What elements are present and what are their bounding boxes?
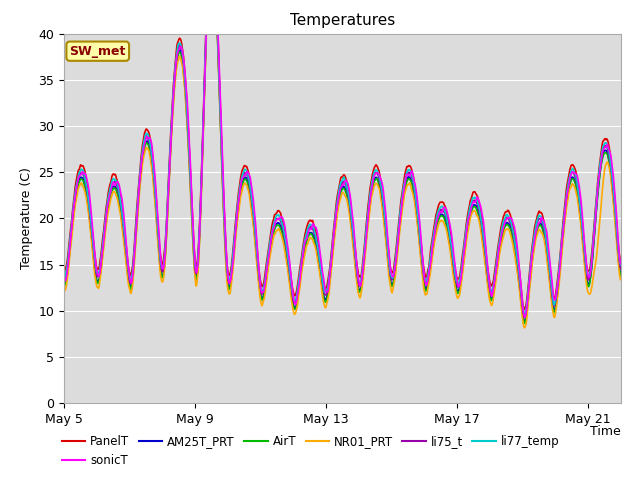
- AirT: [173, 60, 180, 65]
- li75_t: [60, 277, 68, 283]
- AM25T_PRT: [521, 319, 529, 324]
- AirT: [521, 320, 529, 326]
- AirT: [499, 229, 507, 235]
- AM25T_PRT: [173, 57, 180, 63]
- li75_t: [367, 192, 374, 198]
- li77_temp: [617, 262, 625, 268]
- AirT: [617, 273, 625, 278]
- AirT: [180, 75, 188, 81]
- Text: Time: Time: [590, 425, 621, 438]
- PanelT: [228, 262, 236, 268]
- PanelT: [104, 193, 111, 199]
- li77_temp: [228, 267, 236, 273]
- li77_temp: [499, 220, 507, 226]
- AirT: [203, 31, 211, 36]
- AirT: [60, 283, 68, 289]
- NR01_PRT: [521, 325, 529, 331]
- li77_temp: [173, 50, 180, 56]
- NR01_PRT: [617, 277, 625, 283]
- Text: SW_met: SW_met: [70, 45, 126, 58]
- li75_t: [228, 270, 236, 276]
- li77_temp: [104, 198, 111, 204]
- AirT: [367, 198, 374, 204]
- NR01_PRT: [180, 79, 188, 84]
- AM25T_PRT: [202, 31, 210, 36]
- NR01_PRT: [228, 281, 236, 287]
- Legend: PanelT, AM25T_PRT, AirT, NR01_PRT, li75_t, li77_temp: PanelT, AM25T_PRT, AirT, NR01_PRT, li75_…: [57, 430, 564, 453]
- sonicT: [173, 54, 180, 60]
- Line: AirT: AirT: [64, 34, 621, 323]
- NR01_PRT: [367, 203, 374, 208]
- Line: AM25T_PRT: AM25T_PRT: [64, 34, 621, 322]
- NR01_PRT: [173, 63, 180, 69]
- li75_t: [202, 31, 210, 36]
- sonicT: [60, 278, 68, 284]
- li77_temp: [521, 312, 529, 317]
- NR01_PRT: [203, 31, 211, 36]
- li75_t: [499, 224, 507, 229]
- Title: Temperatures: Temperatures: [290, 13, 395, 28]
- Line: li75_t: li75_t: [64, 34, 621, 317]
- AM25T_PRT: [367, 197, 374, 203]
- AM25T_PRT: [499, 228, 507, 234]
- NR01_PRT: [104, 211, 111, 217]
- sonicT: [499, 226, 507, 232]
- PanelT: [499, 216, 507, 221]
- Line: li77_temp: li77_temp: [64, 34, 621, 314]
- li77_temp: [60, 276, 68, 281]
- sonicT: [617, 261, 625, 267]
- Legend: sonicT: sonicT: [57, 449, 132, 472]
- NR01_PRT: [60, 289, 68, 295]
- AM25T_PRT: [228, 274, 236, 280]
- Line: NR01_PRT: NR01_PRT: [64, 34, 621, 328]
- li75_t: [173, 54, 180, 60]
- li77_temp: [202, 31, 210, 36]
- PanelT: [180, 60, 188, 66]
- Line: sonicT: sonicT: [64, 34, 621, 317]
- sonicT: [521, 314, 529, 320]
- sonicT: [104, 202, 111, 208]
- PanelT: [173, 43, 180, 49]
- NR01_PRT: [499, 235, 507, 241]
- AM25T_PRT: [60, 282, 68, 288]
- sonicT: [180, 61, 188, 67]
- sonicT: [367, 195, 374, 201]
- li75_t: [520, 314, 528, 320]
- PanelT: [202, 31, 210, 36]
- Line: PanelT: PanelT: [64, 34, 621, 309]
- PanelT: [367, 184, 374, 190]
- PanelT: [521, 306, 529, 312]
- AM25T_PRT: [180, 73, 188, 79]
- AirT: [228, 276, 236, 281]
- AM25T_PRT: [104, 206, 111, 212]
- li77_temp: [180, 66, 188, 72]
- sonicT: [202, 31, 210, 36]
- li75_t: [104, 200, 111, 206]
- PanelT: [617, 259, 625, 264]
- Y-axis label: Temperature (C): Temperature (C): [20, 168, 33, 269]
- sonicT: [228, 271, 236, 276]
- li75_t: [180, 69, 188, 74]
- li75_t: [617, 266, 625, 272]
- AM25T_PRT: [617, 270, 625, 276]
- li77_temp: [367, 190, 374, 195]
- AirT: [104, 208, 111, 214]
- PanelT: [60, 269, 68, 275]
